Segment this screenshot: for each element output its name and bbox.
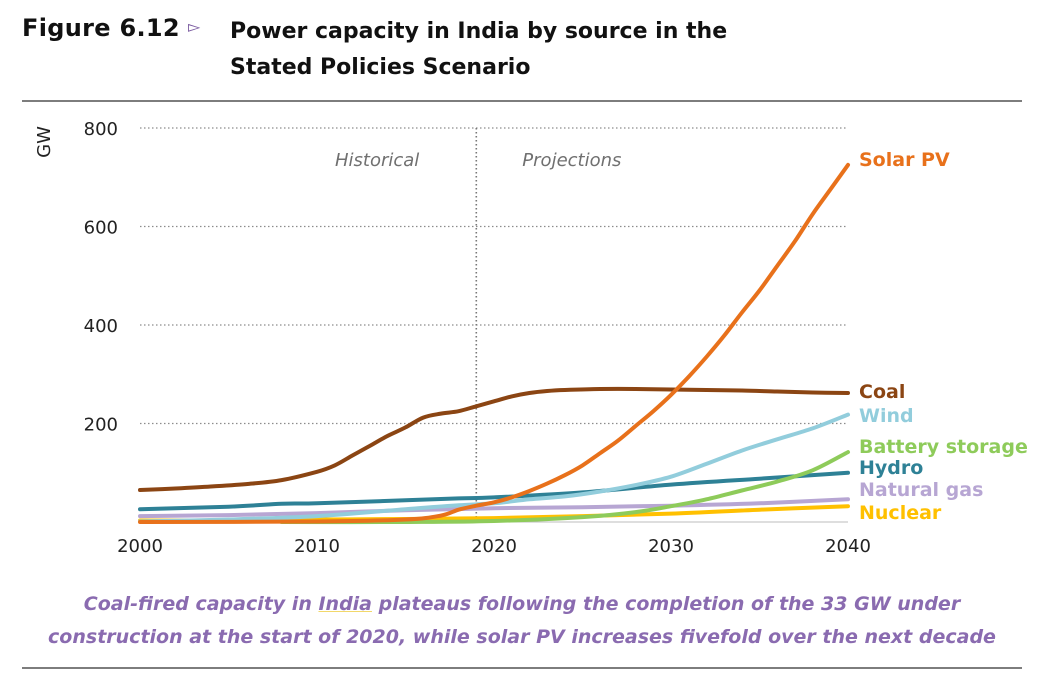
x-tick-label: 2020 [471,536,517,557]
top-rule [22,100,1022,102]
x-tick-label: 2010 [294,536,340,557]
y-tick-label: 800 [84,119,118,140]
grid-layer [140,127,848,522]
series-line-coal [138,386,850,492]
caption-highlight: India [318,593,372,615]
x-tick-label: 2040 [825,536,871,557]
series-line-natural-gas [138,497,850,519]
legend-label-coal: Coal [859,381,905,403]
y-tick-label: 200 [84,415,118,436]
legend-label-solar-pv: Solar PV [859,149,950,171]
caption-after: plateaus following the completion of the… [48,593,996,648]
bottom-rule [22,667,1022,669]
figure-label: Figure 6.12 [22,14,180,42]
y-tick-label: 600 [84,218,118,239]
x-tick-label: 2030 [648,536,694,557]
x-tick-label: 2000 [117,536,163,557]
legend-label-battery-storage: Battery storage [859,436,1028,458]
series-line-wind [138,412,850,524]
figure-title: Power capacity in India by source in the… [230,19,728,80]
legend-label-wind: Wind [859,405,914,427]
historical-label: Historical [335,150,419,171]
legend-label-natural-gas: Natural gas [859,479,983,501]
projections-label: Projections [522,150,621,171]
figure-caption: Coal-fired capacity in India plateaus fo… [22,588,1022,654]
figure-arrow-icon: ▻ [188,17,201,36]
legend-label-nuclear: Nuclear [859,502,942,524]
series-line-battery-storage [279,450,850,525]
y-tick-label: 400 [84,316,118,337]
axis-layer: 200 400 600 800 2000 2010 2020 2030 2040 GW Histor… [34,119,871,557]
y-axis-label: GW [34,126,55,158]
series-line-solar-pv [138,162,850,524]
caption-before: Coal-fired capacity in [83,593,319,615]
legend-label-hydro: Hydro [859,457,923,479]
series-line-hydro [138,470,850,512]
series-layer [138,162,850,525]
